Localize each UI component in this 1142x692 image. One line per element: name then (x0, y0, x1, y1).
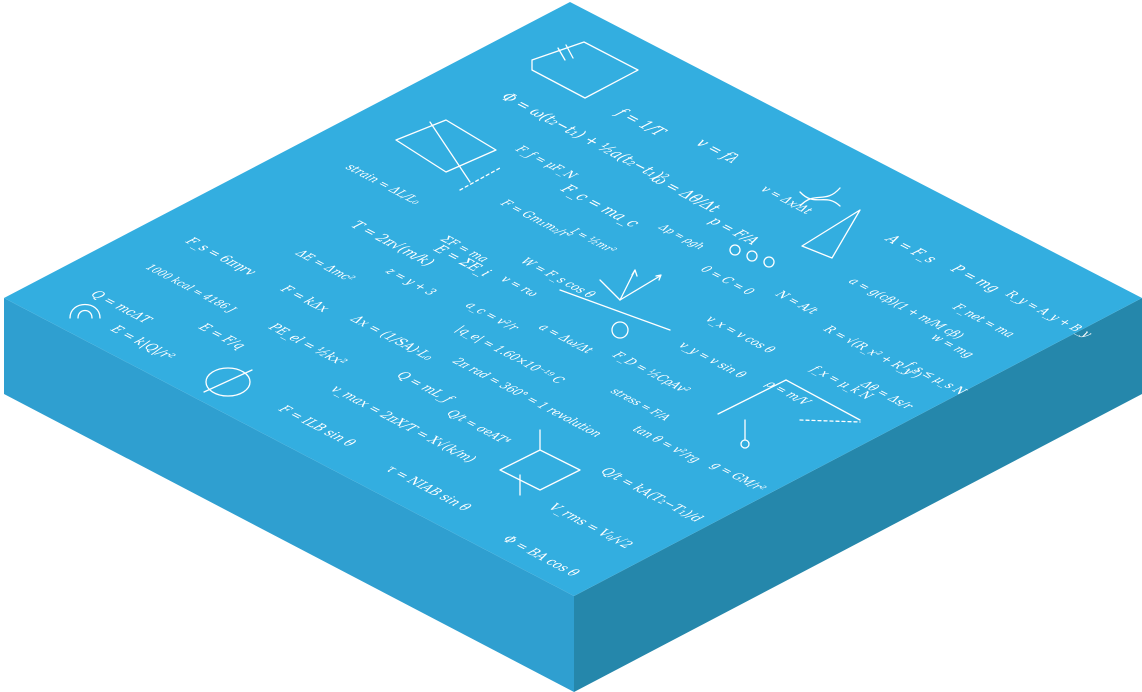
slab-left-face (4, 298, 574, 692)
incline-triangle (395, 119, 497, 173)
magnet-doodle (69, 304, 101, 319)
field-loop-doodle (205, 367, 251, 397)
slab-top-face (4, 2, 1142, 596)
circuit-diagram (531, 41, 639, 99)
chalk-doodles (69, 41, 861, 496)
slab-right-face (574, 298, 1142, 692)
vector-arrows-doodle (559, 269, 671, 331)
right-triangle-doodle (801, 209, 861, 259)
dna-helix-doodle (799, 187, 841, 207)
pulley-doodle (717, 379, 861, 449)
block-diagram-doodle (499, 429, 581, 496)
